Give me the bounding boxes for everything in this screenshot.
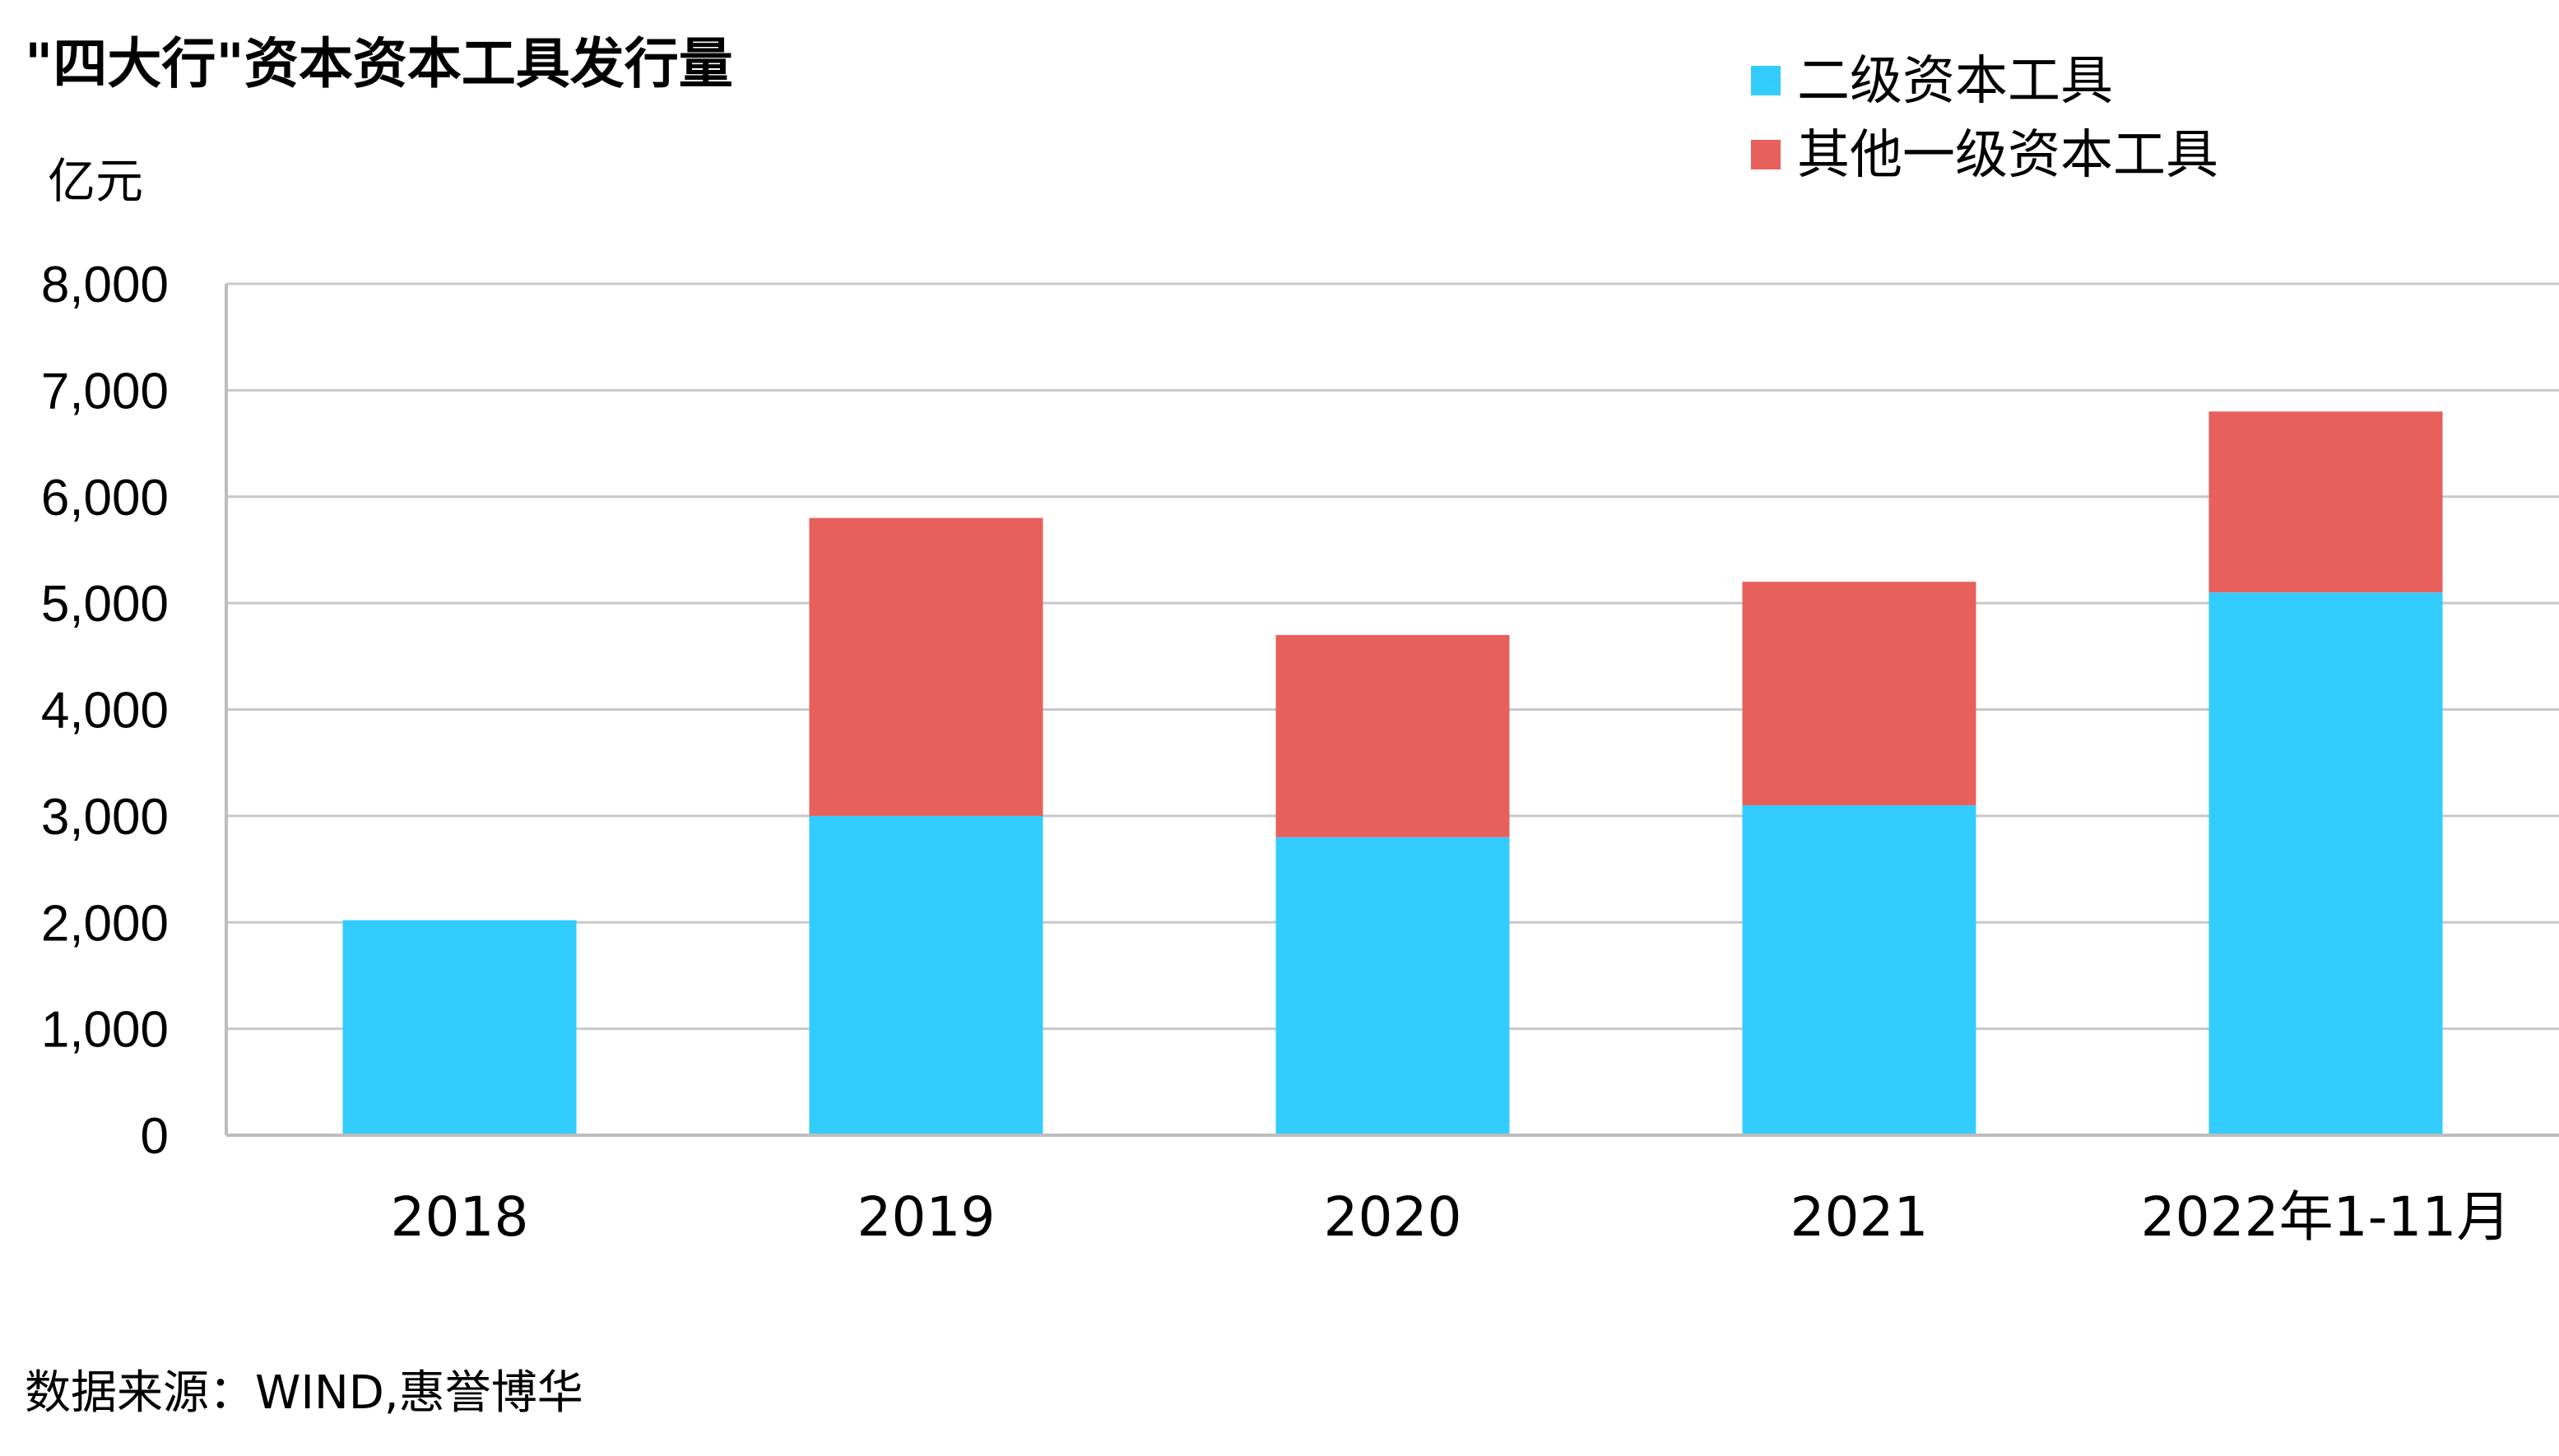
bar-series-2-3 — [1742, 582, 1976, 805]
bar-series-2-4 — [2208, 411, 2443, 593]
bar-series-1-4 — [2208, 592, 2443, 1135]
y-tick-label: 2,000 — [41, 895, 169, 952]
y-tick-label: 7,000 — [41, 363, 169, 420]
legend-label-series-2: 其他一级资本工具 — [1797, 125, 2218, 186]
legend-swatch-series-1 — [1751, 66, 1781, 95]
y-tick-label: 4,000 — [41, 683, 169, 740]
legend-label-series-1: 二级资本工具 — [1797, 51, 2113, 112]
bar-series-2-2 — [1275, 634, 1510, 837]
x-axis-category-labels: 2018 2019 2020 2021 2022年1-11月 — [391, 1185, 2511, 1249]
y-tick-label: 0 — [141, 1108, 169, 1165]
legend-swatch-series-2 — [1751, 140, 1781, 169]
bar-series-1-1 — [809, 815, 1043, 1135]
bar-series-1-2 — [1275, 837, 1510, 1135]
x-category-label: 2022年1-11月 — [2141, 1185, 2511, 1249]
y-tick-label: 5,000 — [41, 576, 169, 633]
x-category-label: 2018 — [391, 1185, 529, 1249]
source-note: 数据来源：WIND,惠誉博华 — [25, 1366, 583, 1420]
bars — [342, 411, 2443, 1135]
y-tick-label: 8,000 — [41, 257, 169, 313]
y-axis-unit-label: 亿元 — [48, 153, 143, 209]
y-tick-label: 6,000 — [41, 470, 169, 526]
legend: 二级资本工具 其他一级资本工具 — [1751, 51, 2218, 186]
bar-series-2-1 — [809, 517, 1043, 816]
y-tick-label: 1,000 — [41, 1002, 169, 1059]
y-tick-label: 3,000 — [41, 789, 169, 846]
x-category-label: 2019 — [857, 1185, 996, 1249]
bar-series-1-3 — [1742, 805, 1976, 1135]
chart-title: "四大行"资本资本工具发行量 — [25, 32, 733, 95]
y-axis-tick-labels: 0 1,000 2,000 3,000 4,000 5,000 6,000 7,000 8,00… — [41, 257, 169, 1165]
x-category-label: 2020 — [1324, 1185, 1462, 1249]
bar-series-1-0 — [342, 920, 577, 1135]
x-category-label: 2021 — [1790, 1185, 1929, 1249]
